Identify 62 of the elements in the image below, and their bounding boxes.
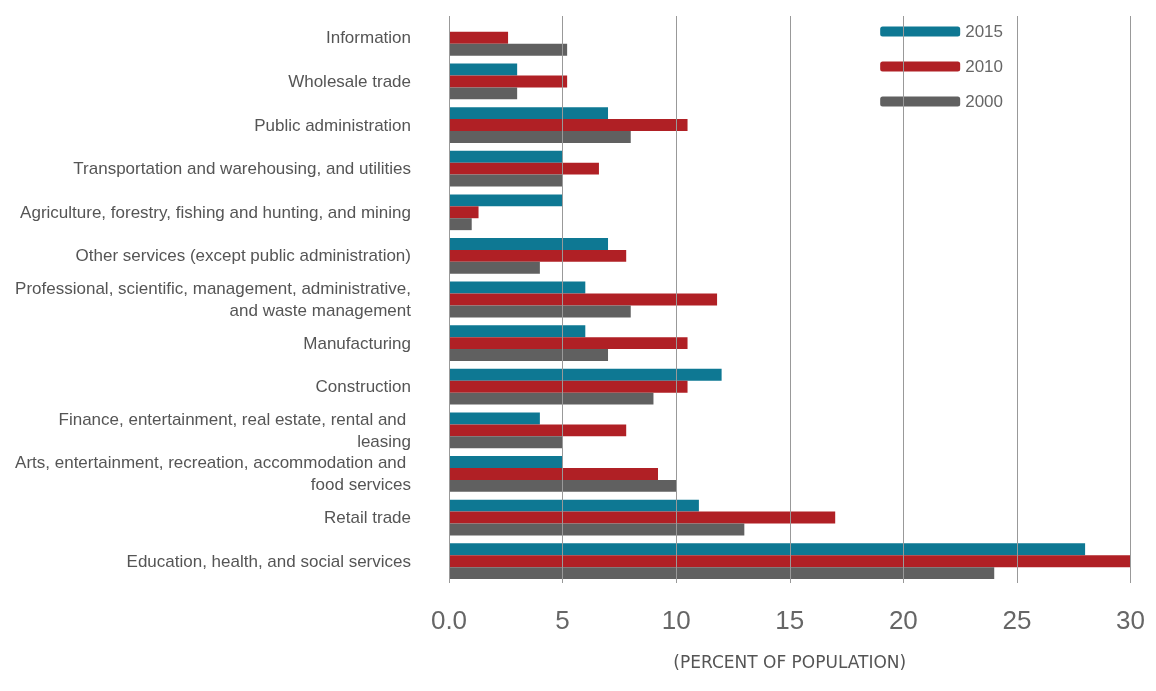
bar <box>449 249 627 262</box>
y-tick-label: Construction <box>315 377 411 397</box>
bar <box>449 337 688 350</box>
bar <box>449 281 586 294</box>
bar <box>449 424 627 437</box>
bar <box>449 436 563 449</box>
bar <box>449 392 654 405</box>
bar <box>449 479 677 492</box>
x-tick-label: 0.0 <box>430 605 468 635</box>
y-tick-label: Manufacturing <box>303 333 411 353</box>
bar <box>449 63 518 76</box>
x-tick-label: 20 <box>888 605 918 635</box>
bar <box>449 555 1131 568</box>
bar <box>449 87 518 100</box>
y-tick-label: Agriculture, forestry, fishing and hunting, and mining <box>20 202 411 222</box>
bar <box>449 75 568 88</box>
bar <box>449 499 699 512</box>
legend-label: 2015 <box>965 22 1004 41</box>
bar <box>449 206 479 219</box>
y-tick-label: Arts, entertainment, recreation, accommodation and food services <box>15 453 411 495</box>
bar <box>449 218 472 231</box>
bar <box>449 162 599 175</box>
legend-label: 2010 <box>965 57 1004 76</box>
bar <box>449 456 563 468</box>
bar <box>449 349 609 361</box>
x-axis-title: (PERCENT OF POPULATION) <box>673 651 907 672</box>
x-tick-label: 5 <box>555 605 570 635</box>
x-tick-label: 15 <box>775 605 805 635</box>
bar <box>449 174 563 187</box>
bar <box>449 131 631 143</box>
bar <box>449 31 509 44</box>
y-tick-label: Public administration <box>254 115 411 135</box>
bar <box>449 107 609 120</box>
bar <box>449 368 722 381</box>
y-tick-label: Finance, entertainment, real estate, rental and leasing <box>58 409 411 451</box>
y-tick-label: Information <box>325 28 411 48</box>
bar <box>449 305 631 318</box>
y-tick-label: Education, health, and social services <box>126 551 411 571</box>
bar <box>449 380 688 393</box>
bar <box>449 412 540 425</box>
bar <box>449 523 745 536</box>
bar <box>449 43 568 56</box>
bar <box>449 238 609 250</box>
y-tick-label: Retail trade <box>324 508 411 528</box>
bar <box>449 567 995 580</box>
bar <box>449 325 586 338</box>
bar <box>449 543 1086 556</box>
bar <box>449 194 563 207</box>
bar <box>449 119 688 131</box>
y-tick-label: Transportation and warehousing, and utilities <box>73 159 411 179</box>
legend-label: 2000 <box>965 92 1004 111</box>
y-tick-label: Other services (except public administration) <box>75 246 411 266</box>
bar <box>449 150 563 163</box>
bar <box>449 511 836 524</box>
x-tick-label: 30 <box>1116 605 1145 635</box>
bar <box>449 468 659 480</box>
y-tick-label: Professional, scientific, management, administrative, and waste management <box>15 279 412 320</box>
x-tick-label: 10 <box>661 605 691 635</box>
y-tick-label: Wholesale trade <box>288 71 411 91</box>
bar <box>449 261 540 274</box>
bar <box>449 293 718 306</box>
x-tick-label: 25 <box>1002 605 1032 635</box>
